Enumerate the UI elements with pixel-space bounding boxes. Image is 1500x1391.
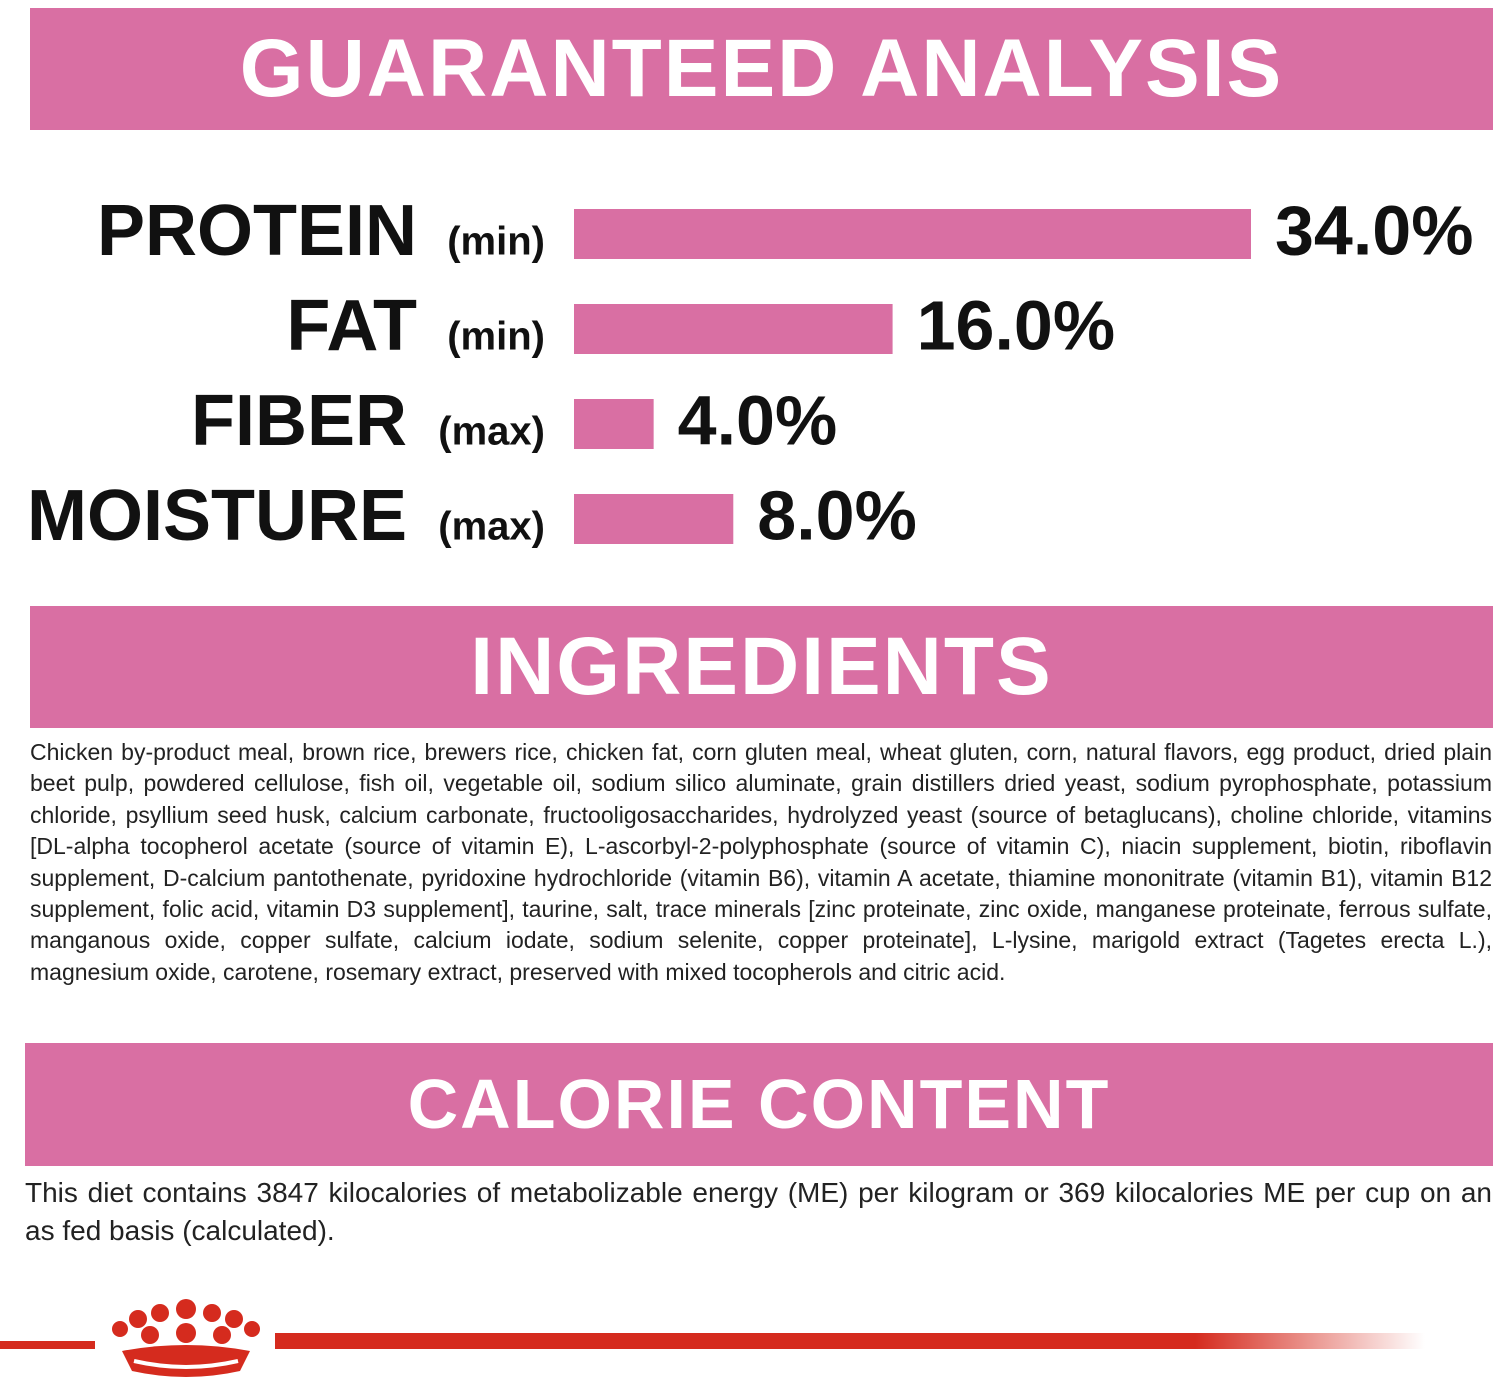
category-label: MOISTURE <box>27 476 407 556</box>
qualifier: (max) <box>438 410 545 454</box>
qualifier: (max) <box>438 505 545 549</box>
bar <box>574 399 654 449</box>
section-banner: INGREDIENTS <box>30 606 1493 728</box>
bar <box>574 209 1251 259</box>
category-label: FAT <box>286 286 417 366</box>
value-label: 8.0% <box>757 476 917 554</box>
brand-logo <box>0 1299 1425 1377</box>
value-label: 4.0% <box>678 381 838 459</box>
value-label: 34.0% <box>1275 191 1473 269</box>
section-banner: CALORIE CONTENT <box>25 1043 1493 1166</box>
qualifier: (min) <box>447 220 545 264</box>
qualifier: (min) <box>447 315 545 359</box>
analysis-chart: (min) PROTEIN 34.0% (min) FAT 16.0% (max) FIBER… <box>27 191 1474 556</box>
value-label: 16.0% <box>917 286 1115 364</box>
category-label: PROTEIN <box>97 191 417 271</box>
section-title: INGREDIENTS <box>470 621 1053 712</box>
ingredients-text: Chicken by-product meal, brown rice, bre… <box>30 739 1492 985</box>
section-banner: GUARANTEED ANALYSIS <box>30 8 1493 130</box>
section-title: GUARANTEED ANALYSIS <box>239 23 1284 114</box>
bar <box>574 304 893 354</box>
calorie-text: This diet contains 3847 kilocalories of … <box>25 1177 1492 1246</box>
category-label: FIBER <box>191 381 407 461</box>
bar <box>574 494 734 544</box>
section-title: CALORIE CONTENT <box>407 1065 1111 1143</box>
